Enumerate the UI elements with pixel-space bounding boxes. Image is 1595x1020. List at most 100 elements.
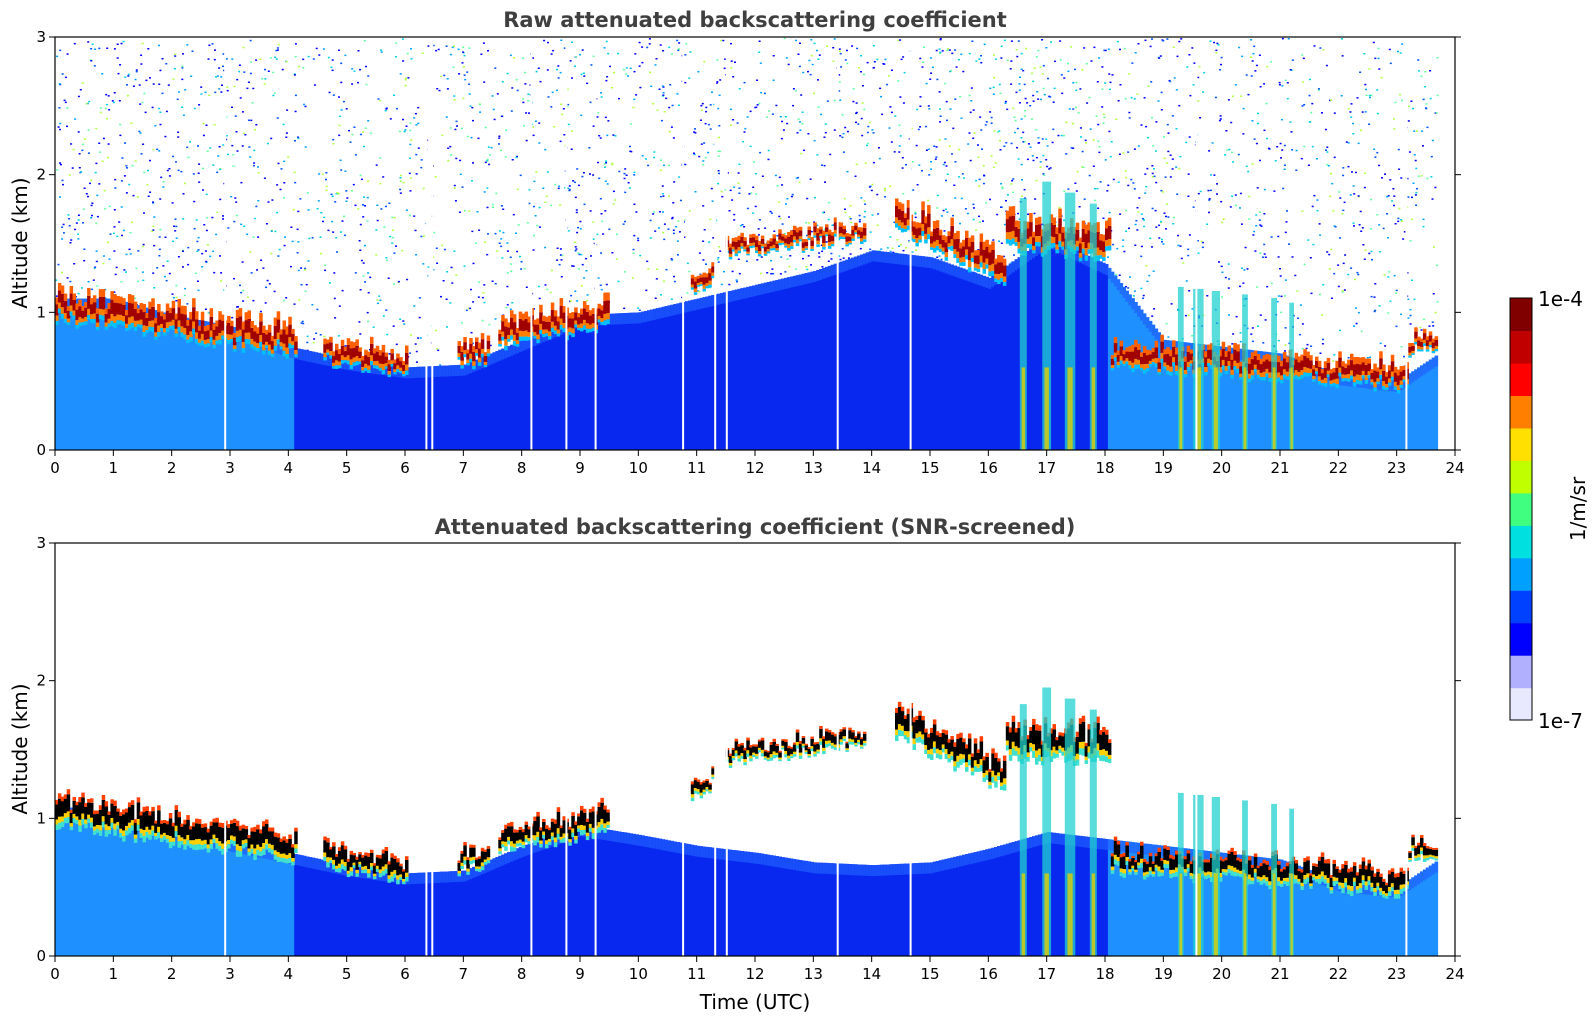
noise-pixel: [1017, 40, 1020, 42]
noise-pixel: [730, 42, 732, 45]
cloud-pixel: [270, 349, 275, 354]
noise-pixel: [1430, 155, 1433, 158]
noise-pixel: [94, 266, 97, 268]
cloud-pixel: [559, 298, 564, 306]
cloud-pixel: [556, 329, 561, 334]
cloud-pixel: [819, 226, 823, 230]
noise-pixel: [1270, 282, 1273, 285]
backscatter-column: [623, 313, 628, 450]
cloud-pixel: [690, 274, 695, 279]
noise-pixel: [611, 162, 614, 165]
noise-pixel: [633, 98, 636, 101]
backscatter-column: [337, 357, 342, 450]
noise-pixel: [462, 97, 465, 100]
noise-pixel: [693, 153, 696, 156]
noise-pixel: [167, 84, 170, 86]
noise-pixel: [98, 151, 101, 153]
noise-pixel: [440, 295, 442, 298]
noise-pixel: [1123, 250, 1126, 253]
backscatter-column: [127, 302, 132, 450]
noise-pixel: [852, 100, 855, 103]
noise-pixel: [1417, 175, 1420, 177]
noise-pixel: [604, 116, 607, 119]
backscatter-column: [1306, 362, 1310, 450]
noise-pixel: [1302, 57, 1305, 60]
noise-pixel: [876, 58, 879, 61]
backscatter-column: [944, 262, 949, 450]
backscatter-column: [256, 335, 260, 450]
noise-pixel: [1137, 145, 1140, 147]
noise-pixel: [500, 245, 503, 248]
noise-pixel: [127, 75, 130, 77]
cloud-pixel: [588, 310, 593, 316]
noise-pixel: [442, 280, 445, 282]
cloud-pixel: [903, 225, 908, 229]
noise-pixel: [90, 204, 93, 207]
noise-pixel: [889, 250, 892, 253]
cloud-pixel: [755, 247, 759, 251]
noise-pixel: [676, 39, 679, 42]
noise-pixel: [91, 43, 94, 45]
noise-pixel: [1131, 62, 1134, 64]
backscatter-column-top: [842, 260, 846, 272]
cloud-pixel: [244, 320, 249, 333]
noise-pixel: [111, 100, 114, 102]
noise-pixel: [172, 240, 175, 243]
noise-pixel: [283, 160, 286, 163]
noise-pixel: [267, 70, 270, 72]
noise-pixel: [316, 208, 319, 210]
noise-pixel: [1350, 116, 1353, 118]
backscatter-column-top: [612, 313, 616, 325]
cloud-pixel: [116, 296, 120, 304]
noise-pixel: [336, 251, 338, 253]
cloud-pixel: [1005, 219, 1010, 233]
noise-pixel: [795, 39, 798, 42]
noise-pixel: [98, 142, 101, 144]
backscatter-column-top: [880, 251, 884, 263]
backscatter-column-top: [778, 279, 782, 291]
noise-pixel: [671, 216, 674, 219]
noise-pixel: [600, 213, 603, 215]
backscatter-column: [956, 266, 960, 450]
cloud-pixel: [746, 244, 750, 248]
noise-pixel: [1262, 342, 1265, 344]
noise-pixel: [78, 167, 81, 169]
noise-pixel: [684, 54, 687, 56]
noise-pixel: [246, 233, 249, 235]
noise-pixel: [841, 248, 844, 250]
backscatter-column: [690, 299, 695, 450]
cloud-pixel: [585, 311, 590, 324]
noise-pixel: [1425, 107, 1428, 110]
cloud-pixel: [72, 310, 76, 316]
noise-pixel: [622, 223, 625, 225]
backscatter-column: [533, 334, 537, 450]
cloud-pixel: [842, 225, 846, 229]
noise-pixel: [583, 203, 586, 206]
noise-pixel: [362, 145, 365, 148]
backscatter-column-top: [297, 348, 301, 360]
cloud-pixel: [790, 246, 794, 249]
noise-pixel: [1138, 197, 1141, 199]
backscatter-column: [547, 328, 552, 450]
noise-pixel: [1142, 294, 1145, 297]
noise-pixel: [319, 236, 322, 238]
noise-pixel: [1259, 86, 1262, 88]
noise-pixel: [233, 277, 235, 280]
noise-pixel: [717, 107, 720, 110]
noise-pixel: [1041, 39, 1044, 41]
noise-pixel: [538, 122, 541, 124]
cloud-pixel: [757, 241, 762, 245]
noise-pixel: [846, 170, 849, 173]
cloud-pixel: [113, 294, 117, 303]
noise-pixel: [858, 214, 861, 217]
cloud-pixel: [507, 335, 511, 339]
noise-pixel: [409, 122, 412, 124]
cloud-pixel: [139, 324, 144, 329]
noise-pixel: [1108, 130, 1111, 133]
noise-pixel: [601, 220, 604, 223]
cloud-pixel: [477, 362, 482, 366]
noise-pixel: [1196, 240, 1199, 242]
cloud-pixel: [396, 365, 400, 370]
cloud-pixel: [63, 293, 68, 301]
noise-pixel: [91, 202, 94, 204]
